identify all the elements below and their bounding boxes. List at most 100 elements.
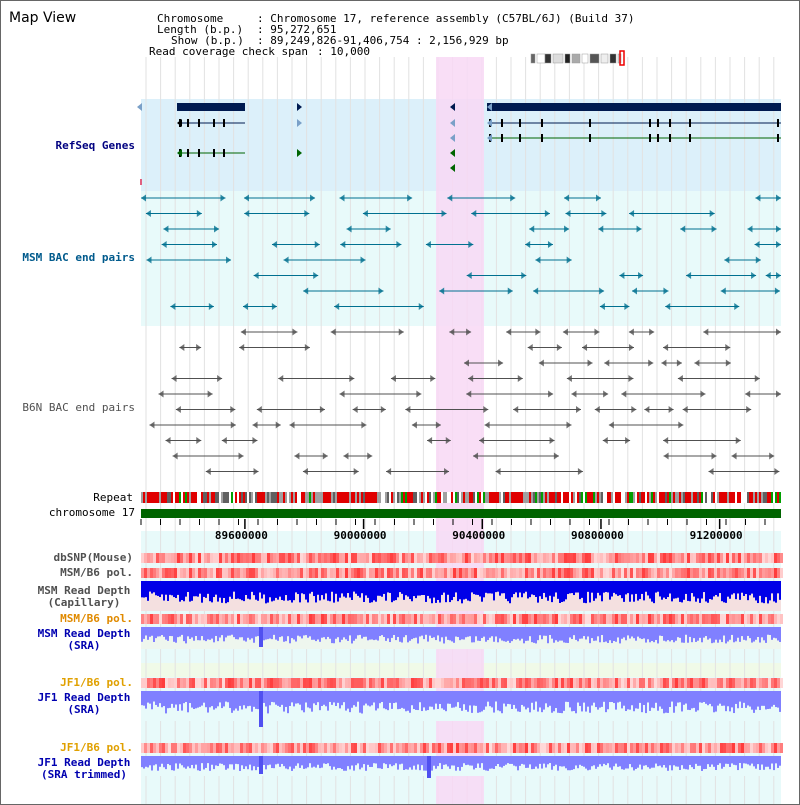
jf1-depth-sra-bar	[391, 691, 393, 709]
msm-b6-pol-sra-stripe	[483, 614, 486, 624]
repeat-block	[731, 492, 733, 503]
msm-depth-sra-bar	[413, 627, 415, 639]
msm-bac-pair-end	[680, 225, 686, 233]
msm-depth-sra-bar	[637, 627, 639, 637]
dbsnp-stripe	[294, 553, 297, 563]
repeat-block	[291, 492, 293, 503]
dbsnp-stripe	[330, 553, 333, 563]
msm-depth-capillary-bar	[205, 581, 207, 598]
gene-exon	[657, 119, 659, 127]
msm-depth-capillary-bar	[519, 581, 521, 593]
jf1-b6-pol-2-stripe	[753, 743, 756, 753]
repeat-block	[245, 492, 247, 503]
msm-depth-sra-bar	[577, 627, 579, 642]
repeat-block	[665, 492, 667, 503]
jf1-depth-trimmed-bar	[483, 756, 485, 770]
jf1-b6-pol-2-stripe	[603, 743, 606, 753]
jf1-depth-sra-bar	[209, 691, 211, 708]
jf1-b6-pol-2-stripe	[144, 743, 147, 753]
dbsnp-stripe	[459, 553, 462, 563]
msm-depth-capillary-bar	[153, 581, 155, 593]
dbsnp-stripe	[714, 553, 717, 563]
repeat-block	[387, 492, 389, 503]
jf1-depth-trimmed-bar	[407, 756, 409, 770]
msm-b6-pol-sra-stripe	[267, 614, 270, 624]
jf1-depth-sra-bar	[411, 691, 413, 706]
msm-depth-capillary-bar	[573, 581, 575, 596]
msm-depth-capillary-bar	[661, 581, 663, 600]
jf1-depth-sra-bar	[471, 691, 473, 713]
msm-depth-capillary-bar	[505, 581, 507, 599]
msm-b6-pol-stripe	[336, 568, 339, 578]
jf1-depth-sra-bar	[717, 691, 719, 706]
msm-bac-label[interactable]: MSM BAC end pairs	[22, 251, 135, 264]
repeat-block	[369, 492, 371, 503]
msm-depth-sra-bar	[309, 627, 311, 637]
repeat-block	[629, 492, 631, 503]
msm-b6-pol-sra-stripe	[366, 614, 369, 624]
msm-depth-capillary-bar	[745, 581, 747, 595]
msm-depth-sra-label[interactable]: MSM Read Depth (SRA)	[37, 627, 131, 652]
msm-depth-capillary-bar	[419, 581, 421, 596]
msm-depth-capillary-label[interactable]: MSM Read Depth (Capillary)	[37, 584, 131, 609]
msm-depth-capillary-bar	[703, 581, 705, 593]
jf1-depth-trimmed-label[interactable]: JF1 Read Depth (SRA trimmed)	[37, 756, 131, 781]
jf1-depth-sra-bar	[761, 691, 763, 706]
msm-depth-sra-bar	[503, 627, 505, 642]
dbsnp-stripe	[420, 553, 423, 563]
jf1-b6-pol-stripe	[624, 678, 627, 688]
msm-b6-pol-label[interactable]: MSM/B6 pol.	[60, 566, 133, 579]
msm-depth-capillary-bar	[779, 581, 781, 600]
refseq-genes-label[interactable]: RefSeq Genes	[55, 139, 135, 152]
msm-b6-pol-stripe	[192, 568, 195, 578]
jf1-depth-trimmed-bar	[485, 756, 487, 771]
jf1-depth-sra-bar	[735, 691, 737, 704]
jf1-b6-pol-stripe	[195, 678, 198, 688]
msm-b6-pol-sra-stripe	[594, 614, 597, 624]
dbsnp-label[interactable]: dbSNP(Mouse)	[53, 551, 133, 564]
jf1-b6-pol-2-stripe	[762, 743, 765, 753]
msm-b6-pol-sra-stripe	[171, 614, 174, 624]
jf1-b6-pol-2-stripe	[543, 743, 546, 753]
jf1-b6-pol-stripe	[336, 678, 339, 688]
msm-depth-capillary-bar	[777, 581, 779, 594]
b6n-bac-pair-end	[343, 452, 349, 460]
dbsnp-stripe	[663, 553, 666, 563]
jf1-depth-sra-bar	[159, 691, 161, 704]
msm-depth-capillary-bar	[331, 581, 333, 592]
b6n-bac-label[interactable]: B6N BAC end pairs	[22, 401, 135, 414]
jf1-depth-sra-label[interactable]: JF1 Read Depth (SRA)	[37, 691, 131, 716]
repeat-block	[327, 492, 329, 503]
jf1-b6-pol-2-stripe	[237, 743, 240, 753]
jf1-depth-trimmed-bar	[255, 756, 257, 771]
repeat-block	[675, 492, 677, 503]
msm-b6-pol-sra-stripe	[165, 614, 168, 624]
jf1-b6-pol-2-label[interactable]: JF1/B6 pol.	[60, 741, 133, 754]
jf1-b6-pol-stripe	[186, 678, 189, 688]
jf1-b6-pol-2-stripe	[339, 743, 342, 753]
repeat-block	[465, 492, 467, 503]
dbsnp-stripe	[579, 553, 582, 563]
jf1-depth-trimmed-bar	[647, 756, 649, 768]
dbsnp-stripe	[504, 553, 507, 563]
msm-depth-sra-bar	[449, 627, 451, 641]
gene-exon	[501, 119, 503, 127]
jf1-depth-trimmed-bar	[213, 756, 215, 770]
msm-depth-capillary-bar	[611, 581, 613, 597]
jf1-b6-pol-stripe	[711, 678, 714, 688]
msm-depth-capillary-bar	[403, 581, 405, 600]
msm-b6-pol-sra-stripe	[681, 614, 684, 624]
msm-depth-sra-bar	[367, 627, 369, 641]
dbsnp-stripe	[258, 553, 261, 563]
jf1-depth-sra-bar	[549, 691, 551, 706]
msm-b6-pol-stripe	[285, 568, 288, 578]
msm-depth-sra-bar	[193, 627, 195, 641]
msm-depth-sra-bar	[723, 627, 725, 636]
msm-depth-capillary-bar	[271, 581, 273, 602]
msm-b6-pol-sra-label[interactable]: MSM/B6 pol.	[60, 612, 133, 625]
jf1-b6-pol-stripe	[240, 678, 243, 688]
jf1-depth-trimmed-bar	[715, 756, 717, 771]
repeat-block	[429, 492, 431, 503]
jf1-b6-pol-label[interactable]: JF1/B6 pol.	[60, 676, 133, 689]
